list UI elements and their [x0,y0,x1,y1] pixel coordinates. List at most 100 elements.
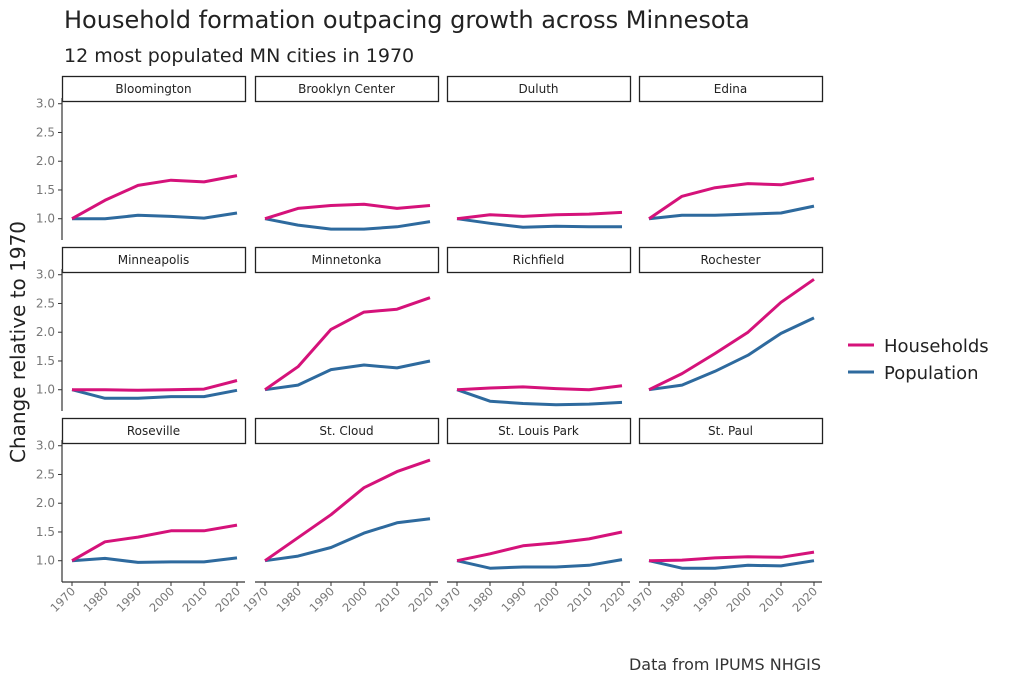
facet-panel: Roseville 1.0 1.5 2.0 2.5 3.0 1970 1980 1990 2000… [36,417,247,615]
facet-strip-label: Richfield [513,253,565,267]
x-tick-label: 2000 [147,584,178,615]
population-line [456,217,622,229]
facet-panel: Richfield [446,246,632,407]
facet-strip [254,75,440,103]
facet-strip-label: Edina [714,82,748,96]
x-tick-label: 1980 [274,584,305,615]
households-line [264,202,431,221]
facet-strip-label: Minneapolis [118,253,190,267]
y-tick-label: 2.5 [36,467,55,481]
x-tick-label: 2010 [180,584,211,615]
facet-panel: Minnetonka [254,246,440,392]
facet-panel: St. Louis Park 1970 1980 1990 2000 2010 2020 [433,417,632,615]
households-line [456,210,623,221]
chart-subtitle: 12 most populated MN cities in 1970 [64,45,414,67]
chart-title: Household formation outpacing growth acr… [64,6,750,34]
facet-panel: Bloomington 1.0 1.5 2.0 2.5 3.0 [36,75,247,240]
population-line [456,558,623,570]
x-tick-label: 1970 [241,584,272,615]
facet-strip-label: Duluth [518,82,558,96]
facet-strip-label: St. Cloud [319,424,373,438]
legend-label-population: Population [884,363,979,384]
y-tick-label: 2.5 [36,125,55,139]
population-line [71,556,238,564]
population-line [72,211,238,221]
x-tick-label: 2010 [373,584,404,615]
households-line [71,174,238,221]
x-tick-label: 2020 [406,584,437,615]
facet-panel: Brooklyn Center [254,75,440,231]
y-tick-label: 3.0 [36,439,55,453]
legend: Households Population [848,336,989,384]
households-line [456,384,623,392]
x-tick-label: 2000 [724,584,755,615]
population-line [456,388,623,407]
facet-strip [446,246,632,274]
facet-strip [254,417,440,445]
facet-strip [638,246,824,274]
population-line [648,316,815,392]
facet-strip-label: Bloomington [115,82,191,96]
facet-strip [446,417,632,445]
x-tick-label: 1980 [81,584,112,615]
y-tick-label: 1.5 [36,525,55,539]
x-tick-label: 2020 [598,584,629,615]
households-line [72,379,238,392]
legend-label-households: Households [884,336,989,357]
y-axis-label: Change relative to 1970 [6,221,30,463]
population-line [648,204,815,221]
x-tick-label: 2010 [757,584,788,615]
y-tick-label: 1.0 [36,212,55,226]
y-tick-label: 1.0 [36,383,55,397]
facet-panel: Edina [638,75,824,221]
facet-strip-label: St. Louis Park [498,424,579,438]
population-line [71,388,238,400]
households-line [264,458,431,562]
facet-panel: St. Cloud 1970 1980 1990 2000 2010 2020 [241,417,440,615]
x-tick-label: 1990 [307,584,338,615]
x-tick-label: 1990 [114,584,145,615]
caption: Data from IPUMS NHGIS [629,655,821,674]
x-tick-label: 2010 [565,584,596,615]
households-line [648,550,815,563]
x-tick-label: 1990 [499,584,530,615]
y-tick-label: 2.0 [36,325,55,339]
facet-panel: St. Paul 1970 1980 1990 2000 2010 2020 [625,417,824,615]
x-tick-label: 1970 [48,584,79,615]
facet-strip [61,417,247,445]
facet-strip-label: Rochester [701,253,761,267]
y-tick-label: 2.0 [36,496,55,510]
facet-strip-label: Minnetonka [311,253,381,267]
households-line [264,296,431,391]
facet-strip [638,75,824,103]
facet-strip [61,246,247,274]
x-tick-label: 1980 [658,584,689,615]
facet-strip [638,417,824,445]
households-line [456,530,623,563]
x-tick-label: 1980 [466,584,497,615]
facet-panel: Duluth [446,75,632,229]
facet-panel: Rochester [638,246,824,392]
facet-strip-label: Brooklyn Center [298,82,395,96]
facet-strip [446,75,632,103]
x-tick-label: 2020 [790,584,821,615]
y-tick-label: 1.5 [36,354,55,368]
y-tick-label: 1.0 [36,554,55,568]
x-tick-label: 1990 [691,584,722,615]
facet-strip [61,75,247,103]
x-tick-label: 1970 [625,584,656,615]
households-line [71,523,238,563]
y-tick-label: 2.0 [36,154,55,168]
x-tick-label: 2000 [340,584,371,615]
facet-strip [254,246,440,274]
y-tick-label: 3.0 [36,97,55,111]
population-line [264,359,431,392]
y-tick-label: 1.5 [36,183,55,197]
y-tick-label: 2.5 [36,296,55,310]
population-line [648,559,815,570]
x-tick-label: 2020 [213,584,244,615]
population-line [264,217,431,231]
x-tick-label: 2000 [532,584,563,615]
